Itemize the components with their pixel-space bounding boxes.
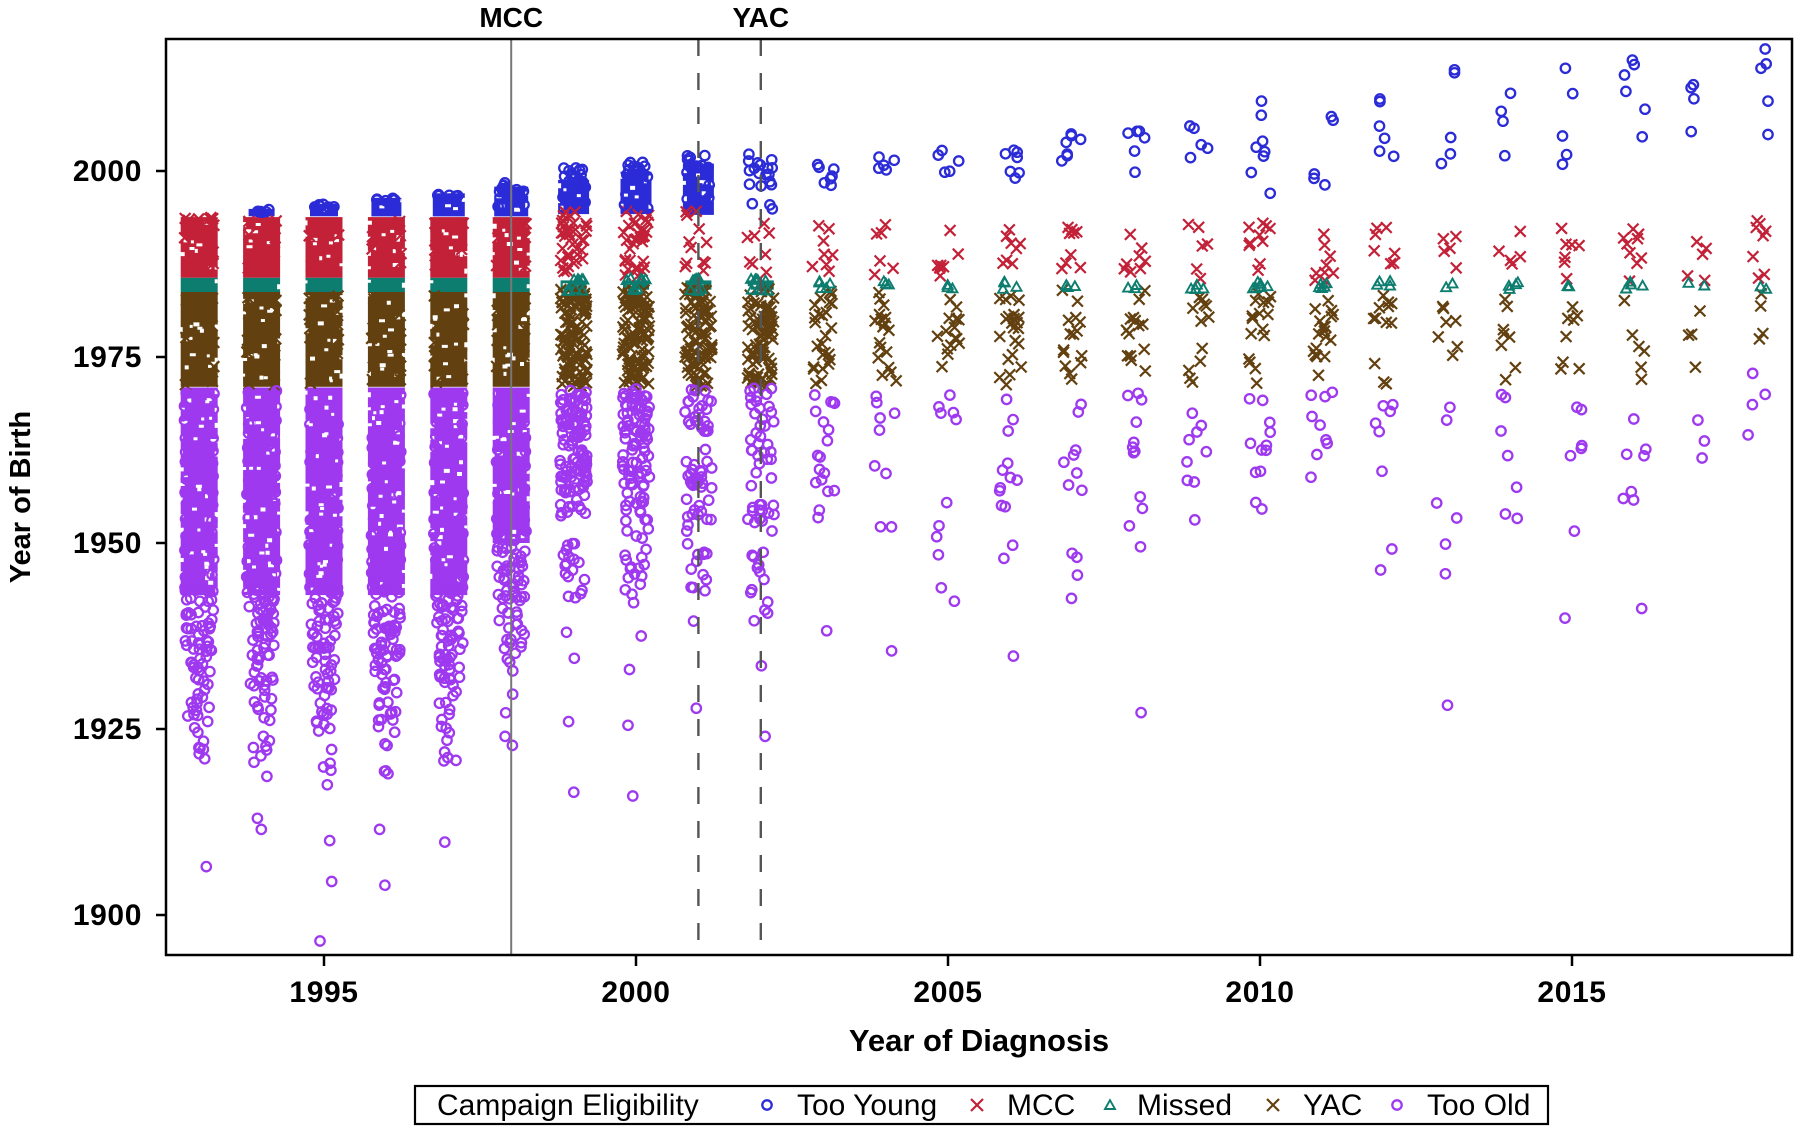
svg-text:1995: 1995 <box>289 976 358 1009</box>
svg-text:1900: 1900 <box>73 899 142 932</box>
svg-text:2010: 2010 <box>1225 976 1294 1009</box>
svg-text:2015: 2015 <box>1537 976 1606 1009</box>
svg-text:Too Old: Too Old <box>1427 1089 1530 1122</box>
svg-text:2005: 2005 <box>913 976 982 1009</box>
svg-text:2000: 2000 <box>601 976 670 1009</box>
svg-text:MCC: MCC <box>1007 1089 1075 1122</box>
svg-text:1975: 1975 <box>73 341 142 374</box>
svg-text:Too Young: Too Young <box>797 1089 937 1122</box>
svg-text:YAC: YAC <box>1303 1089 1362 1122</box>
svg-text:Campaign Eligibility: Campaign Eligibility <box>437 1089 699 1122</box>
svg-text:Missed: Missed <box>1137 1089 1232 1122</box>
svg-text:MCC: MCC <box>479 2 543 33</box>
svg-text:2000: 2000 <box>73 155 142 188</box>
svg-text:YAC: YAC <box>733 2 790 33</box>
svg-text:Year of Birth: Year of Birth <box>5 411 37 583</box>
svg-text:1950: 1950 <box>73 527 142 560</box>
svg-text:1925: 1925 <box>73 713 142 746</box>
svg-text:Year of Diagnosis: Year of Diagnosis <box>849 1023 1109 1058</box>
